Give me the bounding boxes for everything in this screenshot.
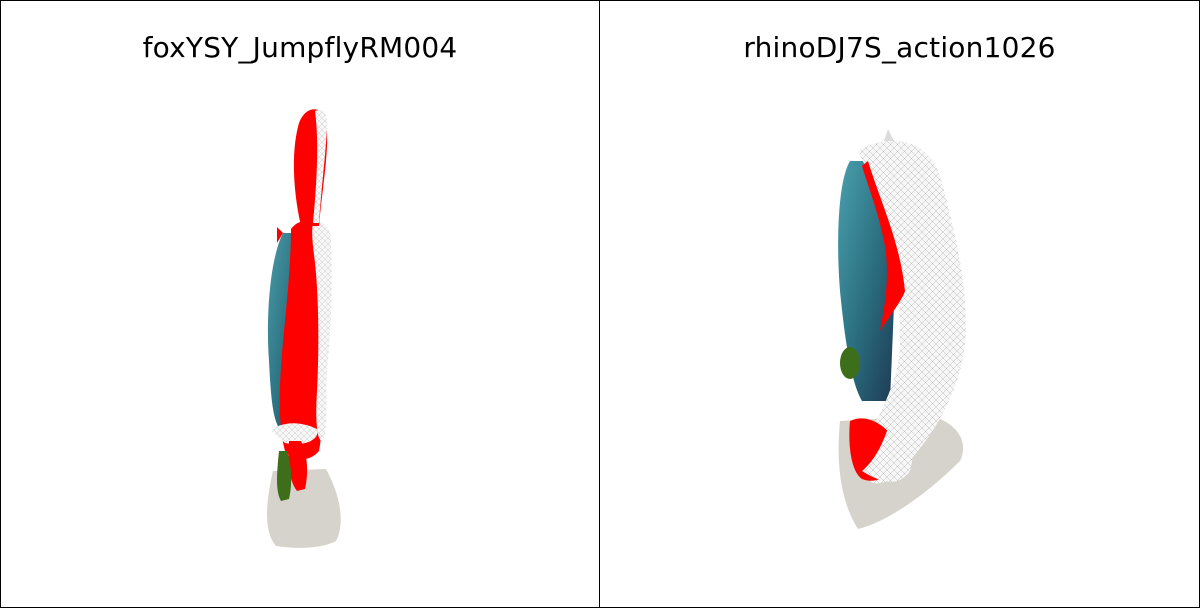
fox-mesh-render: [267, 109, 341, 548]
left-viewport-panel: foxYSY_JumpflyRM004: [0, 0, 600, 608]
left-panel-title: foxYSY_JumpflyRM004: [142, 31, 458, 64]
right-viewport-panel: rhinoDJ7S_action1026: [599, 0, 1200, 608]
right-panel-title: rhinoDJ7S_action1026: [743, 31, 1056, 64]
rhino-mesh-render: [838, 129, 966, 529]
